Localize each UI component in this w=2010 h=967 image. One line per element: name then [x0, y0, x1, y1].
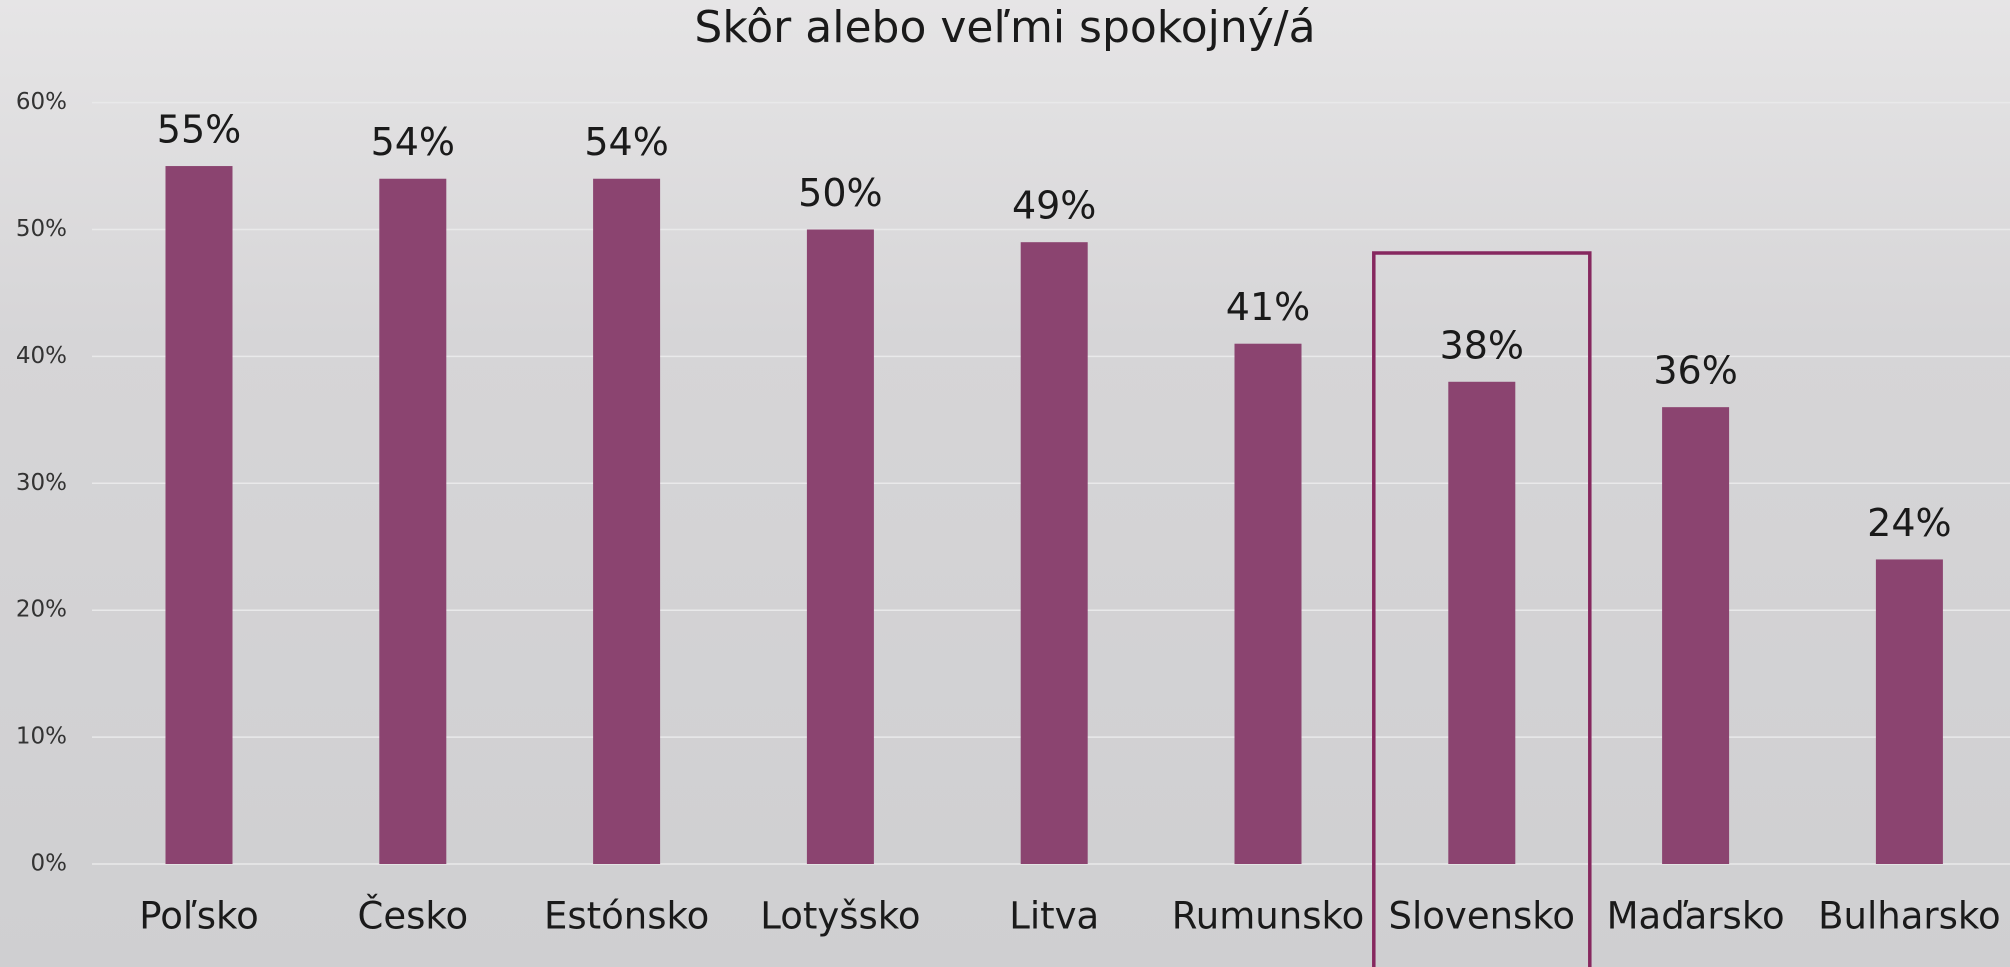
chart: Skôr alebo veľmi spokojný/á 0% 10% 20% 30% 4…: [0, 0, 2010, 967]
value-label: 49%: [1012, 184, 1096, 228]
bar: [1876, 559, 1943, 864]
value-label: 41%: [1226, 285, 1310, 329]
value-label: 50%: [798, 171, 882, 215]
y-tick-label: 60%: [16, 89, 67, 115]
y-tick-label: 20%: [16, 597, 67, 623]
x-tick-label: Lotyšsko: [760, 895, 920, 938]
value-label: 38%: [1440, 323, 1524, 367]
value-label: 24%: [1867, 501, 1951, 545]
y-tick-label: 0%: [31, 851, 68, 877]
y-tick-label: 40%: [16, 343, 67, 369]
x-tick-label: Litva: [1009, 895, 1099, 938]
x-tick-label: Česko: [357, 894, 468, 938]
bar: [1662, 407, 1729, 864]
x-tick-label: Rumunsko: [1172, 895, 1364, 938]
bar: [1235, 344, 1302, 864]
value-label: 54%: [371, 120, 455, 164]
bar: [379, 179, 446, 864]
y-tick-label: 30%: [16, 470, 67, 496]
bar: [1448, 382, 1515, 864]
x-tick-label: Estónsko: [544, 895, 709, 938]
bar: [166, 166, 233, 864]
value-label: 36%: [1653, 349, 1737, 393]
x-tick-label: Maďarsko: [1607, 895, 1785, 938]
x-tick-label: Poľsko: [139, 895, 259, 938]
value-label: 55%: [157, 108, 241, 152]
value-label: 54%: [584, 120, 668, 164]
bar: [1021, 242, 1088, 864]
chart-title: Skôr alebo veľmi spokojný/á: [694, 2, 1315, 53]
x-tick-label: Bulharsko: [1818, 895, 2000, 938]
bar: [593, 179, 660, 864]
x-tick-label: Slovensko: [1389, 895, 1576, 938]
y-tick-label: 10%: [16, 724, 67, 750]
bar: [807, 230, 874, 865]
y-tick-label: 50%: [16, 216, 67, 242]
